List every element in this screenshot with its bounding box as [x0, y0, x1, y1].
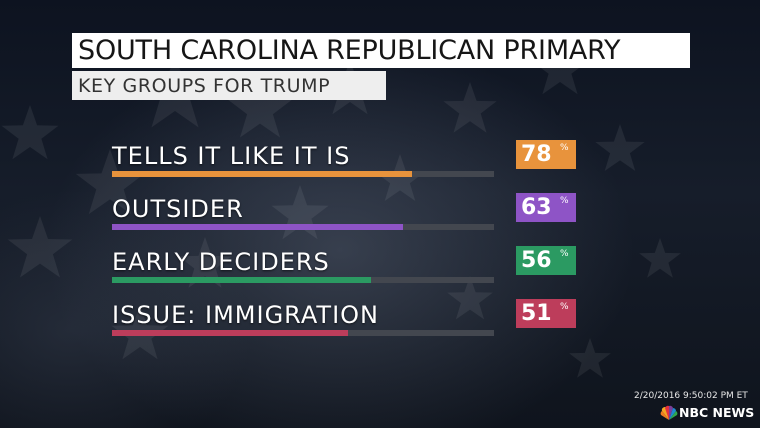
star-shape — [271, 185, 329, 240]
star-shape — [569, 338, 611, 378]
star-shape — [595, 124, 645, 171]
value-badge: 56% — [516, 246, 576, 275]
subtitle-banner — [72, 71, 386, 100]
data-label: 51 — [521, 301, 552, 326]
bar-label: OUTSIDER — [112, 195, 244, 223]
bar-label: ISSUE: IMMIGRATION — [112, 301, 379, 329]
page-subtitle: KEY GROUPS FOR TRUMP — [78, 75, 331, 97]
title-banner — [72, 33, 690, 68]
star-shape — [75, 149, 145, 215]
timestamp: 2/20/2016 9:50:02 PM ET — [634, 391, 748, 401]
network-name: NBC NEWS — [679, 405, 755, 420]
bar — [112, 277, 371, 283]
star-shape — [375, 154, 425, 201]
star-shape — [447, 276, 493, 320]
data-label: 78 — [521, 142, 552, 167]
value-badge: 78% — [516, 140, 576, 169]
star-shape — [227, 76, 293, 138]
bar — [112, 171, 412, 177]
star-shape — [7, 216, 73, 278]
star-shape — [178, 237, 232, 288]
percent-sign: % — [560, 196, 569, 206]
data-label: 56 — [521, 248, 552, 273]
value-badge: 51% — [516, 299, 576, 328]
percent-sign: % — [560, 143, 569, 153]
bar-label: EARLY DECIDERS — [112, 248, 330, 276]
data-label: 63 — [521, 195, 552, 220]
bar — [112, 224, 404, 230]
percent-sign: % — [560, 249, 569, 259]
bar-label: TELLS IT LIKE IT IS — [112, 142, 351, 170]
value-badge: 63% — [516, 193, 576, 222]
star-shape — [443, 82, 497, 133]
nbc-peacock-icon — [660, 405, 678, 420]
page-title: SOUTH CAROLINA REPUBLICAN PRIMARY — [78, 35, 621, 66]
percent-sign: % — [560, 302, 569, 312]
star-shape — [1, 105, 59, 160]
bar — [112, 330, 348, 336]
star-shape — [639, 238, 681, 278]
